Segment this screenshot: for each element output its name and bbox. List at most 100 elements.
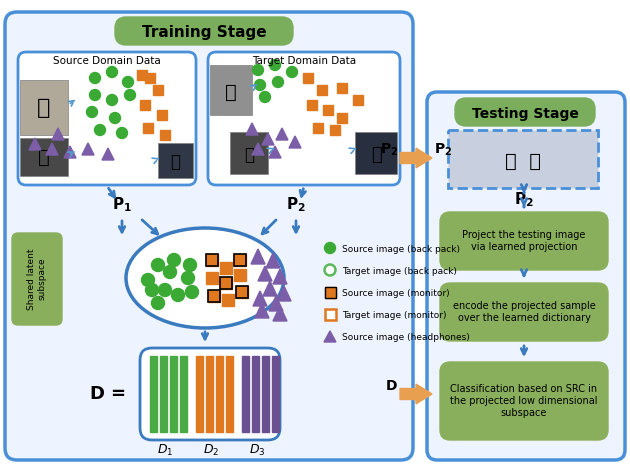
Polygon shape	[269, 146, 281, 158]
Bar	[222, 294, 234, 306]
Circle shape	[255, 80, 265, 90]
Bar	[303, 73, 313, 83]
Bar	[137, 70, 147, 80]
Bar	[160, 356, 167, 432]
Polygon shape	[269, 296, 283, 311]
Polygon shape	[255, 303, 269, 318]
Text: Source image (back pack): Source image (back pack)	[342, 245, 460, 254]
Bar	[236, 286, 248, 298]
Text: $\mathbf{D}$: $\mathbf{D}$	[386, 379, 398, 393]
Bar	[180, 356, 187, 432]
Bar	[208, 290, 220, 302]
Circle shape	[260, 91, 270, 103]
Bar	[20, 80, 68, 135]
Text: $\mathbf{P_2}$: $\mathbf{P_2}$	[286, 196, 306, 214]
Circle shape	[86, 107, 98, 117]
Text: Testing Stage: Testing Stage	[472, 107, 578, 121]
Bar	[355, 132, 397, 174]
Polygon shape	[102, 148, 114, 160]
Circle shape	[273, 76, 284, 88]
Text: Shared latent
subspace: Shared latent subspace	[27, 248, 47, 310]
Text: $\mathbf{P_2}$: $\mathbf{P_2}$	[514, 191, 534, 209]
FancyBboxPatch shape	[5, 12, 413, 460]
Bar	[206, 272, 218, 284]
Text: Target Domain Data: Target Domain Data	[252, 56, 356, 66]
FancyBboxPatch shape	[427, 92, 625, 460]
Bar	[330, 125, 340, 135]
Bar	[317, 85, 327, 95]
Polygon shape	[266, 253, 280, 268]
FancyBboxPatch shape	[12, 233, 62, 325]
FancyBboxPatch shape	[448, 130, 598, 188]
FancyBboxPatch shape	[440, 283, 608, 341]
Circle shape	[106, 67, 118, 77]
Bar	[216, 356, 223, 432]
Circle shape	[171, 288, 185, 302]
Bar	[272, 356, 279, 432]
Circle shape	[106, 95, 118, 105]
Polygon shape	[276, 128, 288, 140]
Text: 🖥: 🖥	[370, 146, 381, 164]
Circle shape	[142, 274, 154, 287]
Circle shape	[117, 128, 127, 138]
Bar	[313, 123, 323, 133]
Circle shape	[168, 254, 181, 267]
Bar	[208, 290, 220, 302]
Circle shape	[287, 67, 297, 77]
Text: Classification based on SRC in
the projected low dimensional
subspace: Classification based on SRC in the proje…	[450, 384, 598, 418]
Circle shape	[122, 76, 134, 88]
Circle shape	[125, 89, 135, 101]
FancyArrow shape	[400, 384, 432, 404]
Circle shape	[324, 242, 336, 254]
Bar	[307, 100, 317, 110]
Bar	[220, 277, 232, 289]
Text: $\mathbf{D}$ =: $\mathbf{D}$ =	[89, 385, 125, 403]
Text: Source image (monitor): Source image (monitor)	[342, 288, 450, 297]
Polygon shape	[46, 143, 58, 155]
Bar	[262, 356, 269, 432]
Bar	[158, 143, 193, 178]
FancyBboxPatch shape	[115, 17, 293, 45]
Circle shape	[89, 89, 101, 101]
Polygon shape	[289, 136, 301, 148]
Bar	[220, 277, 232, 289]
Circle shape	[185, 286, 198, 299]
Text: $D_1$: $D_1$	[157, 442, 173, 458]
FancyBboxPatch shape	[140, 348, 280, 440]
Circle shape	[89, 73, 101, 83]
Text: 🎧: 🎧	[38, 148, 50, 166]
Text: Source image (headphones): Source image (headphones)	[342, 333, 470, 342]
Text: Target image (monitor): Target image (monitor)	[342, 310, 447, 320]
Text: Training Stage: Training Stage	[142, 26, 266, 41]
Text: 🖥: 🖥	[170, 153, 180, 171]
Polygon shape	[64, 146, 76, 158]
Bar	[206, 254, 218, 266]
Polygon shape	[29, 138, 41, 150]
Circle shape	[151, 259, 164, 272]
Circle shape	[151, 296, 164, 309]
Circle shape	[253, 64, 263, 75]
Bar	[206, 254, 218, 266]
Bar	[145, 73, 155, 83]
FancyBboxPatch shape	[440, 362, 608, 440]
Polygon shape	[273, 269, 287, 284]
Bar	[210, 65, 252, 115]
FancyBboxPatch shape	[208, 52, 400, 185]
Bar	[153, 85, 163, 95]
Circle shape	[94, 124, 105, 136]
Bar	[150, 356, 157, 432]
Text: $\mathbf{P_1}$: $\mathbf{P_1}$	[112, 196, 132, 214]
Polygon shape	[263, 281, 277, 296]
Text: Project the testing image
via learned projection: Project the testing image via learned pr…	[462, 230, 586, 252]
Bar	[234, 269, 246, 281]
Circle shape	[164, 266, 176, 279]
Bar	[236, 286, 248, 298]
Circle shape	[146, 283, 159, 296]
Polygon shape	[52, 128, 64, 140]
Polygon shape	[324, 331, 336, 342]
Circle shape	[110, 112, 120, 123]
FancyArrow shape	[400, 148, 432, 168]
FancyBboxPatch shape	[18, 52, 196, 185]
FancyBboxPatch shape	[440, 212, 608, 270]
Polygon shape	[273, 306, 287, 321]
